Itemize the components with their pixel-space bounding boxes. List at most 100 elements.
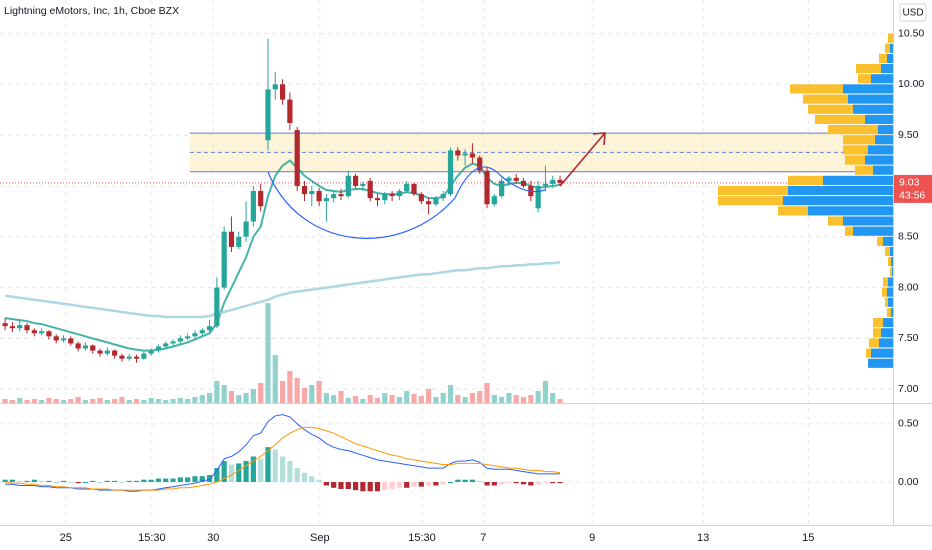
volume-bar bbox=[236, 395, 242, 403]
volume-bar bbox=[396, 397, 403, 403]
zone bbox=[0, 132, 893, 184]
volume-bar bbox=[82, 400, 89, 403]
candle-body bbox=[199, 330, 205, 334]
profile-down bbox=[858, 74, 871, 84]
currency-box[interactable] bbox=[899, 3, 927, 22]
candle-body bbox=[185, 336, 191, 339]
volume-bar bbox=[119, 397, 125, 403]
profile-up bbox=[881, 64, 893, 74]
y-tick-label: 7.00 bbox=[898, 383, 919, 395]
candle-body bbox=[382, 194, 388, 201]
histogram-bar bbox=[338, 482, 344, 489]
volume-bar bbox=[287, 371, 293, 403]
volume-bar bbox=[345, 398, 351, 403]
profile-up bbox=[853, 104, 893, 114]
histogram-bar bbox=[9, 479, 16, 483]
histogram-bar bbox=[31, 479, 37, 483]
volume-bar bbox=[374, 398, 381, 403]
profile-down bbox=[885, 43, 890, 53]
histogram-bar bbox=[126, 480, 132, 483]
histogram-bar bbox=[90, 480, 96, 483]
profile-up bbox=[888, 297, 893, 307]
volume-bar bbox=[316, 381, 322, 403]
candle-body bbox=[520, 180, 527, 186]
histogram-bar bbox=[17, 480, 23, 483]
candle-body bbox=[287, 99, 293, 123]
histogram-bar bbox=[360, 482, 366, 492]
histogram-bar bbox=[301, 472, 308, 483]
x-tick-label: Sep bbox=[310, 532, 330, 544]
histogram-bar bbox=[53, 482, 59, 484]
volume-bar bbox=[148, 398, 154, 403]
candle-body bbox=[367, 180, 373, 199]
profile-down bbox=[843, 135, 875, 145]
volume-bar bbox=[557, 399, 563, 403]
histogram-bar bbox=[214, 468, 220, 483]
profile-down bbox=[778, 206, 808, 216]
candle-body bbox=[389, 194, 395, 197]
candle-body bbox=[68, 338, 74, 344]
candle-body bbox=[455, 150, 461, 156]
profile-down bbox=[803, 94, 848, 104]
profile-down bbox=[873, 318, 883, 328]
histogram-bar bbox=[396, 482, 403, 488]
histogram-bar bbox=[258, 458, 264, 483]
volume-bar bbox=[323, 393, 329, 403]
candle-body bbox=[338, 194, 344, 197]
volume-bar bbox=[338, 391, 344, 403]
histogram-bar bbox=[542, 482, 549, 484]
volume-bar bbox=[418, 396, 424, 403]
volume-bar bbox=[331, 395, 337, 403]
candle-body bbox=[112, 350, 118, 356]
x-tick-label: 13 bbox=[697, 532, 709, 544]
volume-bar bbox=[506, 393, 512, 403]
histogram-bar bbox=[411, 482, 417, 487]
histogram-bar bbox=[520, 482, 527, 485]
countdown: 43:56 bbox=[899, 190, 925, 202]
profile-up bbox=[868, 145, 893, 155]
histogram-bar bbox=[513, 482, 519, 484]
histogram-bar bbox=[506, 482, 512, 484]
profile-up bbox=[853, 226, 893, 236]
x-tick-label: 7 bbox=[480, 532, 486, 544]
candle-body bbox=[236, 236, 242, 247]
profile-up bbox=[783, 196, 893, 206]
volume-bar bbox=[133, 399, 140, 403]
x-tick-label: 15:30 bbox=[138, 532, 166, 544]
candle-body bbox=[2, 323, 8, 327]
histogram-bar bbox=[133, 480, 140, 483]
candle-body bbox=[228, 231, 235, 247]
histogram-bar bbox=[68, 482, 74, 484]
volume-bar bbox=[447, 385, 454, 403]
volume-bar bbox=[499, 397, 505, 403]
profile-down bbox=[869, 338, 879, 348]
profile-down bbox=[788, 175, 823, 185]
volume-bar bbox=[258, 383, 264, 403]
y-tick-label: 9.50 bbox=[898, 129, 919, 141]
profile-up bbox=[843, 216, 893, 226]
volume-bar bbox=[185, 399, 191, 403]
volume-bar bbox=[491, 395, 497, 403]
y-tick-label: 7.50 bbox=[898, 332, 919, 344]
profile-up bbox=[865, 114, 893, 124]
profile-up bbox=[808, 206, 893, 216]
volume-bar bbox=[455, 395, 461, 403]
histogram-bar bbox=[455, 479, 461, 483]
profile-down bbox=[808, 104, 853, 114]
candle-body bbox=[301, 185, 308, 195]
volume-bar bbox=[528, 395, 534, 403]
volume-bar bbox=[75, 397, 81, 403]
histogram-bar bbox=[528, 482, 534, 486]
histogram-bar bbox=[404, 482, 410, 488]
candle-body bbox=[535, 185, 541, 209]
volume-bar bbox=[46, 398, 52, 403]
volume-profile bbox=[718, 33, 893, 368]
histogram-bar bbox=[60, 480, 67, 483]
volume-bar bbox=[440, 393, 446, 403]
volume-bar bbox=[68, 399, 74, 403]
x-tick-label: 15 bbox=[802, 532, 814, 544]
histogram-bar bbox=[484, 482, 490, 486]
candle-body bbox=[17, 325, 23, 329]
candle-body bbox=[426, 201, 432, 205]
profile-up bbox=[875, 135, 893, 145]
